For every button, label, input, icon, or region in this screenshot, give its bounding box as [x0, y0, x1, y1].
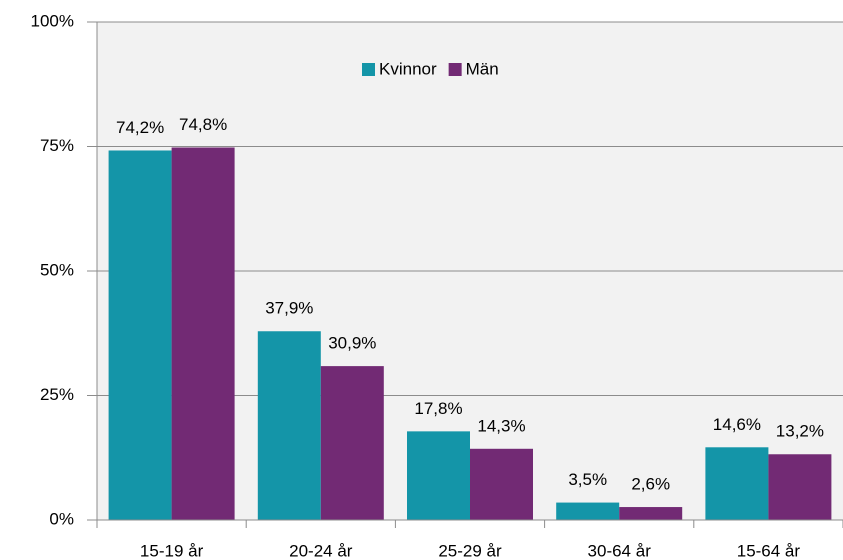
value-label: 17,8% [414, 399, 462, 418]
value-label: 3,5% [568, 470, 607, 489]
bar [470, 448, 533, 520]
value-label: 13,2% [776, 422, 824, 441]
bar [108, 150, 172, 520]
bar [556, 502, 620, 520]
y-tick-label: 0% [49, 509, 74, 528]
value-label: 2,6% [631, 475, 670, 494]
x-tick-label: 25-29 år [438, 541, 502, 560]
legend-label: Män [466, 59, 499, 78]
bar [320, 366, 384, 520]
value-label: 74,2% [116, 118, 164, 137]
y-tick-label: 75% [40, 136, 74, 155]
value-label: 14,6% [713, 415, 761, 434]
value-label: 37,9% [265, 299, 313, 318]
legend-label: Kvinnor [379, 59, 437, 78]
value-label: 74,8% [179, 115, 227, 134]
bar [407, 431, 470, 520]
bar [619, 507, 683, 520]
x-tick-label: 15-64 år [737, 541, 801, 560]
bar [705, 447, 769, 520]
x-tick-label: 30-64 år [588, 541, 652, 560]
y-tick-label: 100% [31, 11, 74, 30]
bar [171, 147, 235, 520]
legend-swatch [448, 63, 462, 76]
bar [257, 331, 321, 520]
bar [768, 454, 832, 520]
legend-swatch [362, 63, 375, 76]
x-tick-label: 20-24 år [289, 541, 353, 560]
value-label: 14,3% [477, 416, 525, 435]
value-label: 30,9% [328, 334, 376, 353]
x-tick-label: 15-19 år [140, 541, 204, 560]
y-tick-label: 50% [40, 260, 74, 279]
y-tick-label: 25% [40, 385, 74, 404]
